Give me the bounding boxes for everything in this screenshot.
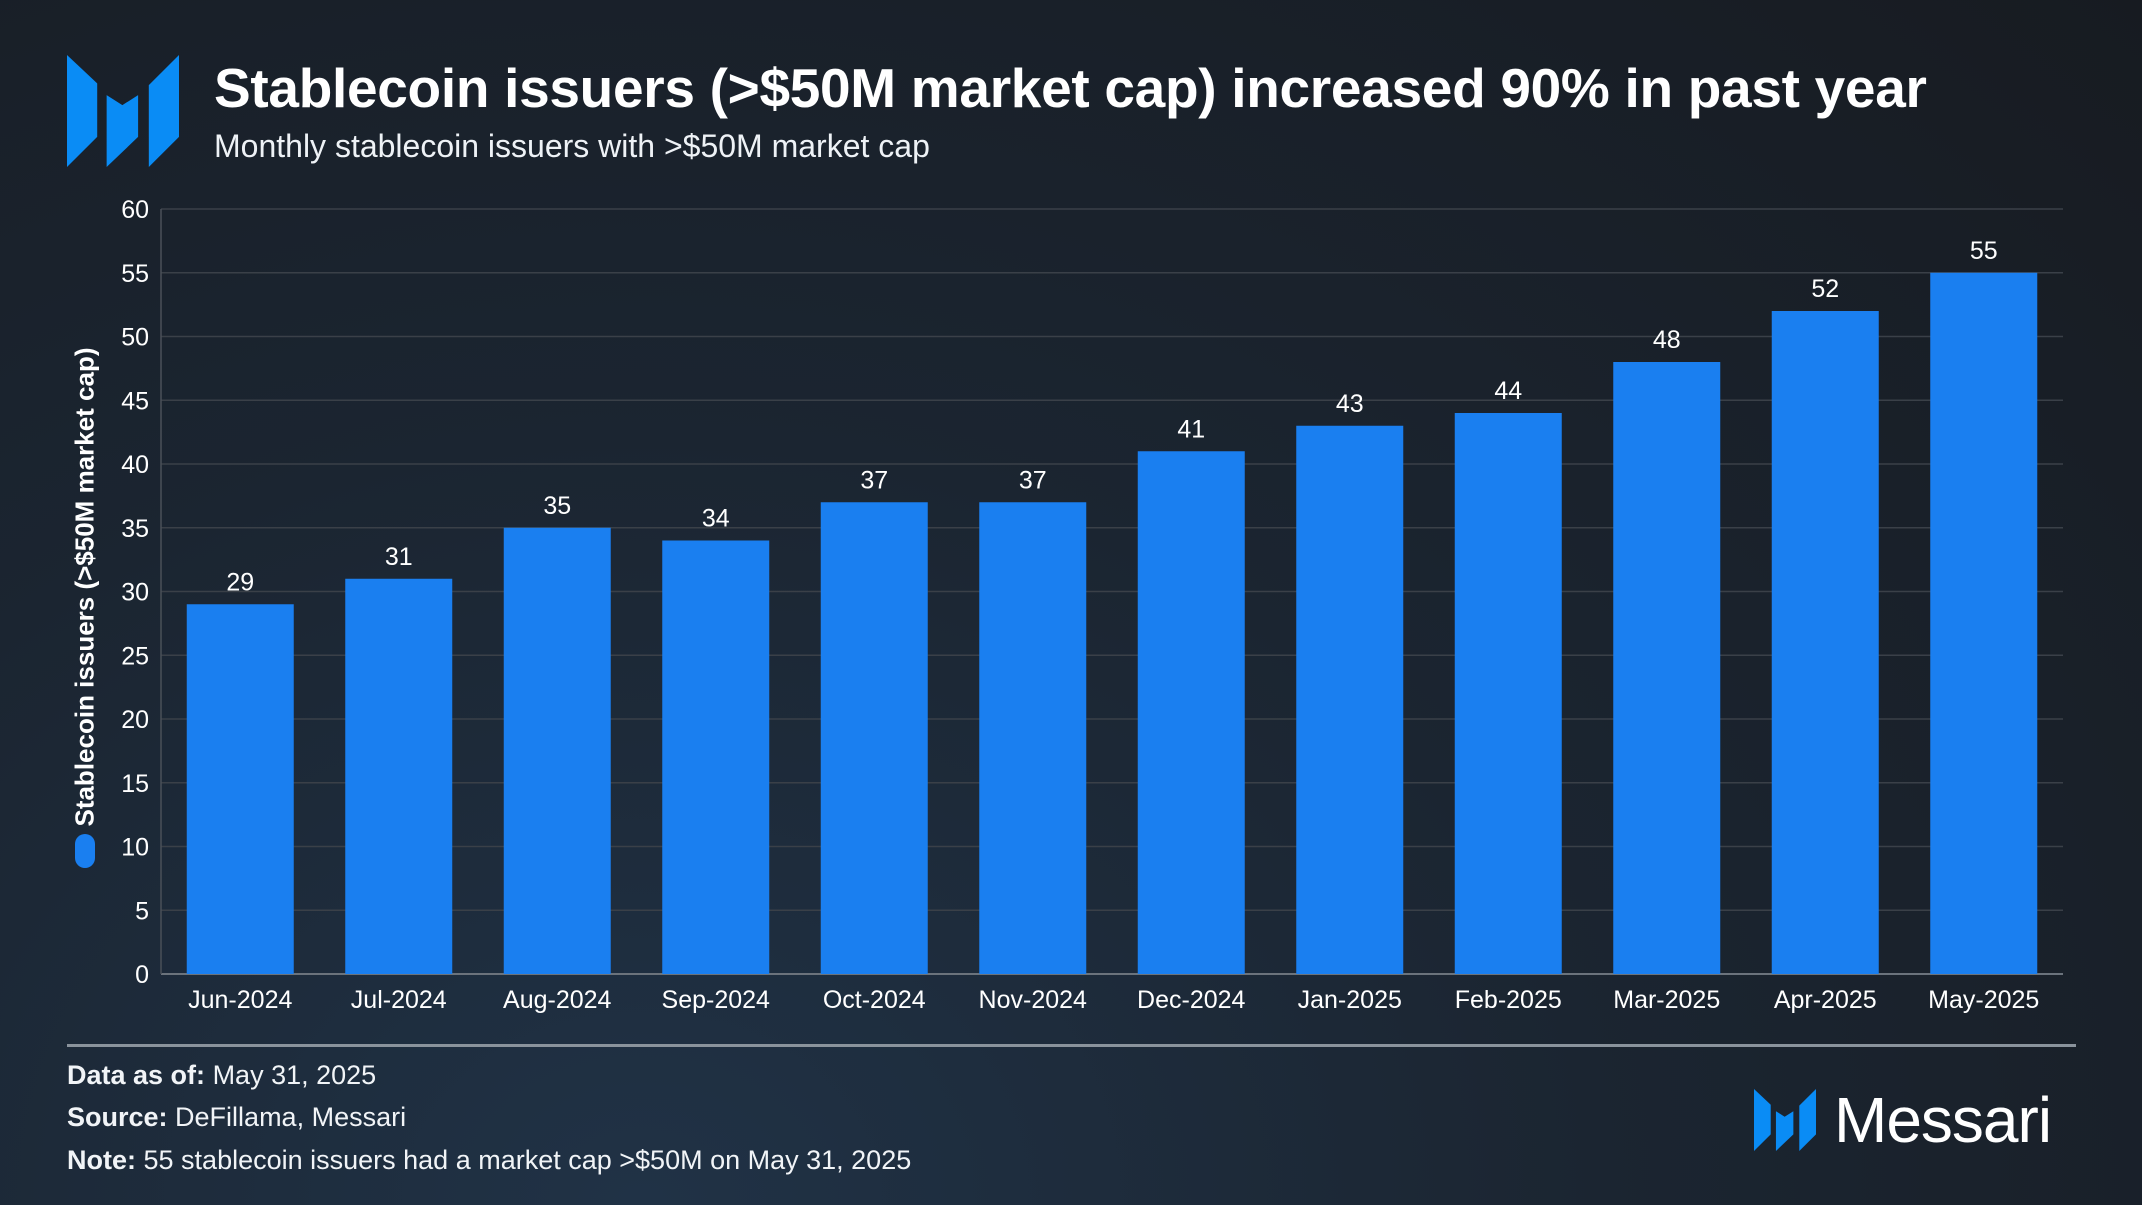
x-tick-label: Jun-2024 — [188, 986, 292, 1014]
bar-Jan-2025 — [1296, 425, 1404, 974]
y-tick-label: 40 — [121, 451, 149, 479]
data-label: 37 — [1019, 466, 1047, 494]
bar-Feb-2025 — [1454, 413, 1562, 974]
bar-Aug-2024 — [503, 527, 611, 974]
y-tick-label: 45 — [121, 387, 149, 415]
x-tick-label: Jan-2025 — [1298, 986, 1402, 1014]
x-tick-label: Feb-2025 — [1455, 986, 1562, 1014]
x-tick-label: May-2025 — [1928, 986, 2039, 1014]
y-tick-label: 30 — [121, 579, 149, 607]
data-label: 35 — [543, 492, 571, 520]
data-label: 41 — [1177, 415, 1205, 443]
source-value: DeFillama, Messari — [175, 1102, 407, 1132]
data-label: 48 — [1653, 326, 1681, 354]
legend-marker — [75, 834, 95, 868]
brand-name: Messari — [1834, 1084, 2052, 1156]
x-tick-label: Apr-2025 — [1774, 986, 1877, 1014]
footer-divider — [67, 1044, 2076, 1047]
x-tick-label: Dec-2024 — [1137, 986, 1245, 1014]
y-axis-label: Stablecoin issuers (>$50M market cap) — [69, 347, 100, 827]
y-tick-label: 0 — [135, 961, 149, 989]
chart-title: Stablecoin issuers (>$50M market cap) in… — [214, 57, 1927, 119]
footer-source: Source: DeFillama, Messari — [67, 1102, 406, 1133]
source-label: Source: — [67, 1102, 168, 1132]
data-label: 31 — [385, 543, 413, 571]
y-tick-label: 55 — [121, 260, 149, 288]
bar-Sep-2024 — [662, 540, 770, 974]
messari-brand: Messari — [1754, 1084, 2052, 1156]
y-tick-label: 5 — [135, 897, 149, 925]
y-tick-label: 25 — [121, 642, 149, 670]
x-tick-label: Aug-2024 — [503, 986, 612, 1014]
data-label: 43 — [1336, 390, 1364, 418]
data-as-of-value: May 31, 2025 — [212, 1060, 377, 1090]
footer-note: Note: 55 stablecoin issuers had a market… — [67, 1145, 911, 1176]
chart-subtitle: Monthly stablecoin issuers with >$50M ma… — [214, 128, 930, 164]
y-tick-label: 60 — [121, 196, 149, 224]
y-tick-label: 50 — [121, 324, 149, 352]
x-tick-label: Mar-2025 — [1613, 986, 1720, 1014]
bar-Apr-2025 — [1771, 311, 1879, 974]
messari-logo-icon — [67, 55, 179, 167]
x-tick-label: Nov-2024 — [979, 986, 1087, 1014]
messari-logo-icon — [1754, 1089, 1816, 1151]
data-label: 55 — [1970, 237, 1998, 265]
bar-Jun-2024 — [186, 604, 294, 974]
bar-May-2025 — [1930, 272, 2038, 974]
data-label: 44 — [1494, 377, 1522, 405]
bar-Mar-2025 — [1613, 362, 1721, 974]
bar-Nov-2024 — [979, 502, 1087, 974]
data-label: 34 — [702, 505, 730, 533]
data-as-of-label: Data as of: — [67, 1060, 206, 1090]
bar-Jul-2024 — [345, 578, 453, 974]
note-label: Note: — [67, 1145, 136, 1175]
data-label: 52 — [1811, 275, 1839, 303]
note-value: 55 stablecoin issuers had a market cap >… — [143, 1145, 912, 1175]
bar-Oct-2024 — [820, 502, 928, 974]
x-tick-label: Oct-2024 — [823, 986, 926, 1014]
y-tick-label: 20 — [121, 706, 149, 734]
bar-Dec-2024 — [1137, 451, 1245, 974]
y-tick-label: 35 — [121, 515, 149, 543]
footer-data-as-of: Data as of: May 31, 2025 — [67, 1060, 376, 1091]
data-label: 37 — [860, 466, 888, 494]
x-tick-label: Sep-2024 — [662, 986, 771, 1014]
y-tick-label: 15 — [121, 770, 149, 798]
x-tick-label: Jul-2024 — [351, 986, 447, 1014]
y-tick-label: 10 — [121, 834, 149, 862]
data-label: 29 — [226, 568, 254, 596]
